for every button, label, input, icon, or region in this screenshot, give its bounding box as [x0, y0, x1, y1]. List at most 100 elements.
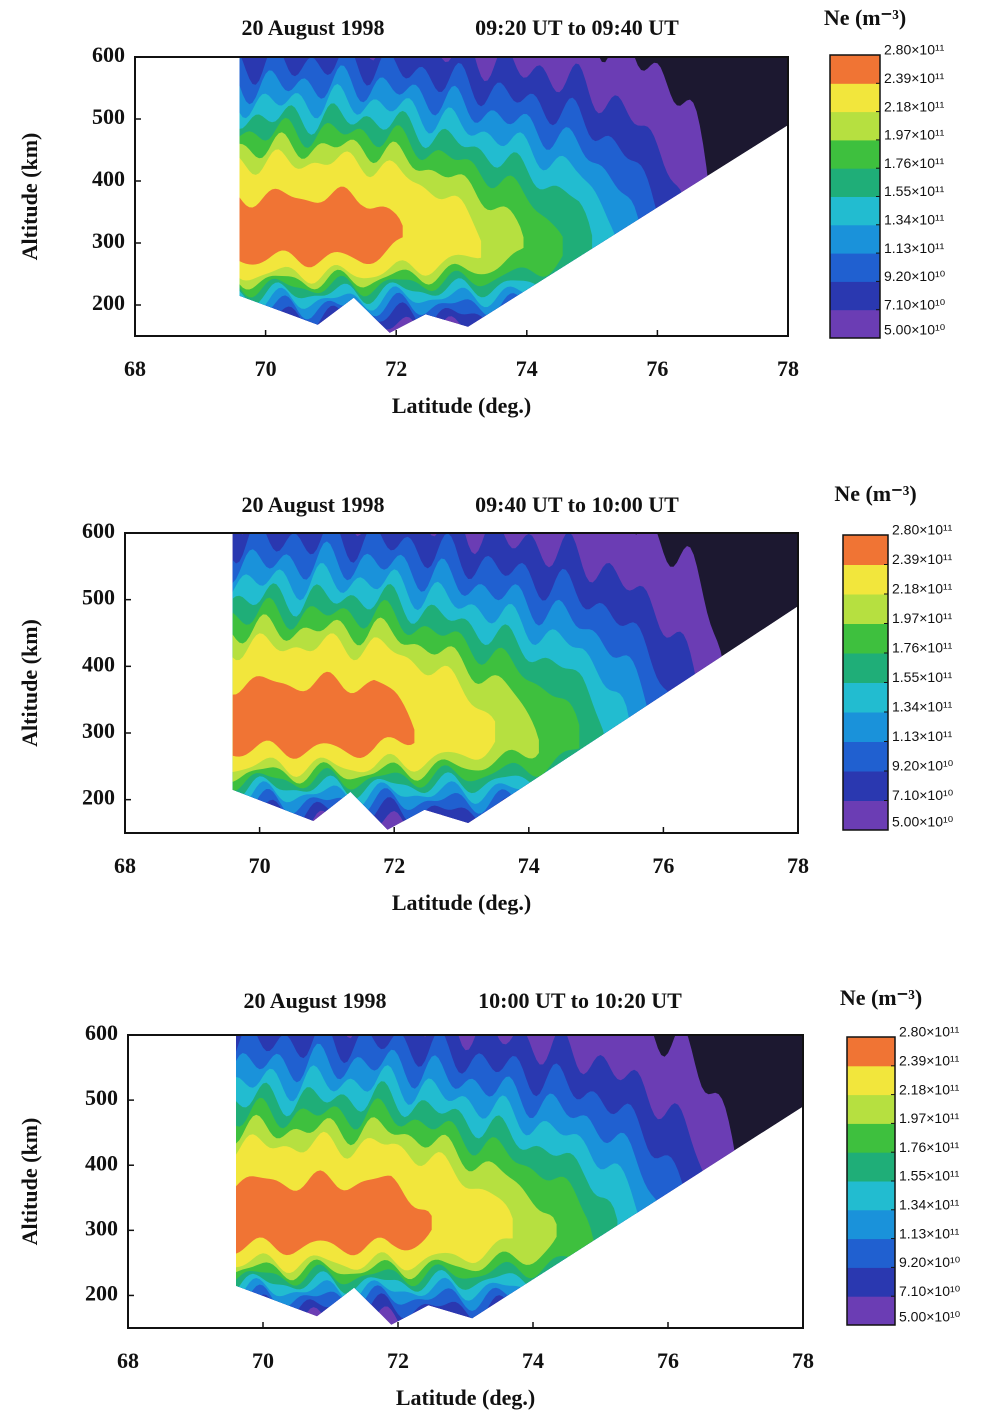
colorbar-band [830, 224, 880, 254]
colorbar-band [830, 309, 880, 339]
x-tick-label: 78 [787, 853, 809, 878]
colorbar-band [843, 564, 888, 595]
x-tick-label: 70 [249, 853, 271, 878]
colorbar-band [847, 1037, 895, 1067]
y-tick-label: 400 [85, 1150, 118, 1175]
colorbar-tick-label: 9.20×10¹⁰ [892, 758, 954, 774]
colorbar-band [830, 139, 880, 169]
chart-title: 20 August 1998 [241, 492, 384, 517]
chart-title: 20 August 1998 [243, 988, 386, 1013]
panel: 68 70 72 74 76 78 200 300 400 500 600 20 August 199… [17, 985, 961, 1410]
colorbar-band [843, 682, 888, 713]
colorbar-label: Ne (m⁻³) [840, 985, 922, 1010]
x-tick-label: 70 [252, 1348, 274, 1373]
y-tick-label: 200 [92, 290, 125, 315]
colorbar-tick-label: 1.34×10¹¹ [884, 212, 945, 228]
chart-subtitle: 09:40 UT to 10:00 UT [475, 492, 679, 517]
colorbar-tick-label: 2.18×10¹¹ [892, 581, 953, 597]
y-tick-label: 300 [85, 1215, 118, 1240]
colorbar-band [830, 55, 880, 84]
x-tick-label: 78 [792, 1348, 814, 1373]
x-tick-label: 68 [117, 1348, 139, 1373]
y-axis-label: Altitude (km) [17, 619, 42, 747]
colorbar-band [847, 1296, 895, 1326]
x-tick-label: 68 [124, 356, 146, 381]
colorbar-label: Ne (m⁻³) [824, 5, 906, 30]
x-axis-label: Latitude (deg.) [392, 890, 531, 915]
colorbar-tick-label: 7.10×10¹⁰ [892, 787, 954, 803]
colorbar-band [843, 653, 888, 683]
colorbar-band [830, 253, 880, 282]
colorbar-band [830, 196, 880, 226]
y-tick-label: 500 [85, 1085, 118, 1110]
chart-subtitle: 10:00 UT to 10:20 UT [478, 988, 682, 1013]
x-tick-label: 78 [777, 356, 799, 381]
colorbar-tick-label: 2.80×10¹¹ [892, 522, 953, 538]
y-tick-label: 300 [82, 718, 115, 743]
y-axis-label: Altitude (km) [17, 133, 42, 261]
colorbar-band [843, 741, 888, 772]
x-tick-label: 76 [646, 356, 668, 381]
colorbar-band [847, 1209, 895, 1240]
y-tick-label: 600 [92, 42, 125, 67]
y-tick-label: 400 [92, 166, 125, 191]
colorbar-tick-label: 2.80×10¹¹ [899, 1024, 960, 1040]
colorbar-tick-label: 1.76×10¹¹ [899, 1139, 960, 1155]
contour-band [236, 1170, 432, 1256]
colorbar-tick-label: 1.97×10¹¹ [899, 1110, 960, 1126]
x-tick-label: 76 [657, 1348, 679, 1373]
colorbar-tick-label: 1.13×10¹¹ [899, 1225, 960, 1241]
x-tick-label: 72 [385, 356, 407, 381]
y-tick-label: 200 [85, 1280, 118, 1305]
colorbar-band [843, 623, 888, 654]
colorbar-tick-label: 7.10×10¹⁰ [899, 1283, 961, 1299]
y-tick-label: 600 [82, 518, 115, 543]
colorbar-tick-label: 1.97×10¹¹ [892, 610, 953, 626]
colorbar-tick-label: 1.97×10¹¹ [884, 127, 945, 143]
contour-field [236, 1035, 803, 1325]
panel: 68 70 72 74 76 78 200 300 400 500 600 20 August 199… [17, 5, 946, 418]
chart-title: 20 August 1998 [241, 15, 384, 40]
y-tick-label: 600 [85, 1020, 118, 1045]
colorbar-tick-label: 2.18×10¹¹ [884, 98, 945, 114]
colorbar-tick-label: 1.34×10¹¹ [899, 1197, 960, 1213]
colorbar-tick-label: 1.55×10¹¹ [892, 669, 953, 685]
x-tick-label: 72 [387, 1348, 409, 1373]
colorbar-band [847, 1238, 895, 1268]
colorbar-band [843, 712, 888, 742]
colorbar-band [830, 111, 880, 141]
colorbar-band [830, 281, 880, 311]
colorbar-band [847, 1181, 895, 1211]
colorbar-band [843, 535, 888, 565]
colorbar-tick-label: 1.55×10¹¹ [899, 1168, 960, 1184]
colorbar-tick-label: 7.10×10¹⁰ [884, 296, 946, 312]
colorbar-band [843, 800, 888, 831]
y-tick-label: 200 [82, 785, 115, 810]
x-tick-label: 70 [255, 356, 277, 381]
colorbar-tick-label: 9.20×10¹⁰ [899, 1254, 961, 1270]
colorbar-band [847, 1094, 895, 1124]
colorbar-tick-label: 2.39×10¹¹ [892, 551, 953, 567]
x-axis-label: Latitude (deg.) [392, 393, 531, 418]
contour-band [232, 671, 415, 759]
chart-subtitle: 09:20 UT to 09:40 UT [475, 15, 679, 40]
contour-band [239, 186, 403, 268]
y-tick-label: 500 [92, 104, 125, 129]
x-tick-label: 74 [516, 356, 538, 381]
x-tick-label: 74 [518, 853, 540, 878]
colorbar-tick-label: 2.18×10¹¹ [899, 1081, 960, 1097]
contour-field [239, 57, 788, 333]
x-tick-label: 68 [114, 853, 136, 878]
colorbar-band [830, 83, 880, 113]
colorbar-band [847, 1065, 895, 1096]
y-tick-label: 500 [82, 585, 115, 610]
colorbar-tick-label: 2.39×10¹¹ [884, 70, 945, 86]
colorbar-tick-label: 5.00×10¹⁰ [884, 322, 946, 338]
y-axis-label: Altitude (km) [17, 1118, 42, 1246]
colorbar-tick-label: 1.76×10¹¹ [892, 640, 953, 656]
colorbar-band [847, 1267, 895, 1297]
colorbar-band [830, 168, 880, 197]
axes-frame [124, 532, 799, 834]
x-tick-label: 76 [652, 853, 674, 878]
colorbar-tick-label: 1.13×10¹¹ [892, 728, 953, 744]
